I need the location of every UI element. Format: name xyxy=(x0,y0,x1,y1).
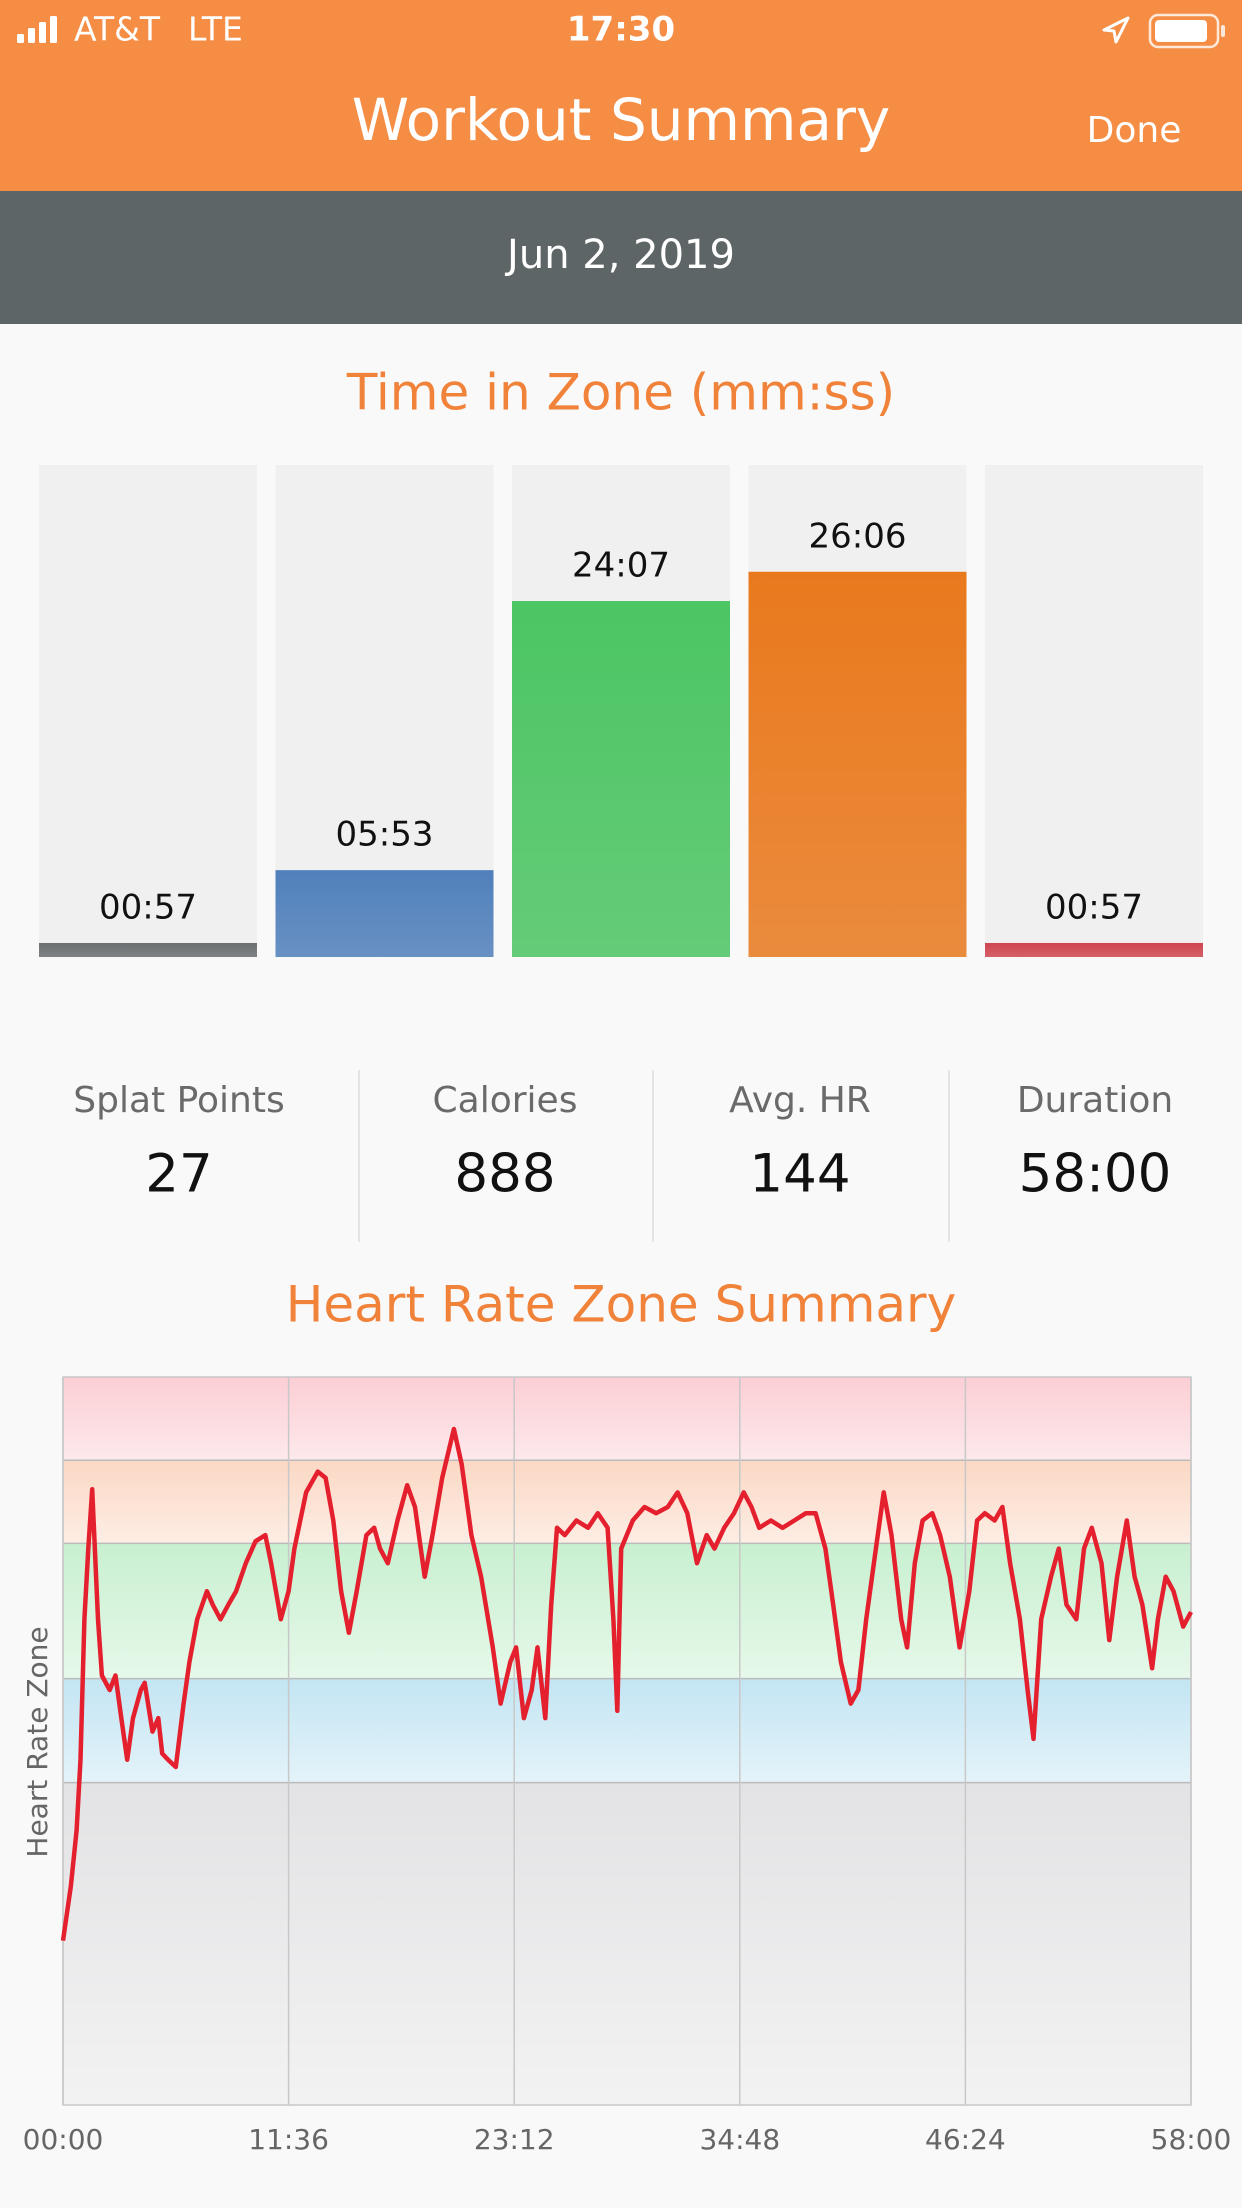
location-icon xyxy=(1102,16,1130,44)
bar-value-label: 26:06 xyxy=(809,516,907,556)
zone-fade xyxy=(63,1543,1191,1679)
stat-value: 27 xyxy=(145,1144,212,1205)
x-tick-label: 46:24 xyxy=(925,2123,1006,2156)
stat-label: Avg. HR xyxy=(729,1080,871,1121)
battery-icon xyxy=(1148,13,1225,49)
bar-value-label: 00:57 xyxy=(99,887,197,927)
plot-frame xyxy=(62,1376,1192,2106)
bar-track xyxy=(985,465,1203,957)
zone-fade xyxy=(63,1782,1191,2105)
stat-value: 144 xyxy=(749,1144,850,1205)
zone-fade xyxy=(63,1678,1191,1783)
x-tick-label: 00:00 xyxy=(23,2123,104,2156)
x-tick-label: 23:12 xyxy=(474,2123,555,2156)
network: LTE xyxy=(188,10,243,49)
bar-value-label: 00:57 xyxy=(1045,887,1143,927)
bar-value-label: 24:07 xyxy=(572,546,670,586)
stat-value: 58:00 xyxy=(1019,1144,1172,1205)
stat-label: Calories xyxy=(433,1080,578,1121)
heart-rate-line xyxy=(60,1426,1193,1942)
clock: 17:30 xyxy=(567,10,675,50)
nav-bar xyxy=(0,0,1242,191)
carrier: AT&T xyxy=(74,10,161,49)
date-bar xyxy=(0,191,1242,324)
hr-chart-title: Heart Rate Zone Summary xyxy=(286,1276,956,1334)
date: Jun 2, 2019 xyxy=(504,232,735,278)
done-button[interactable]: Done xyxy=(1087,110,1182,151)
signal-icon xyxy=(17,16,57,43)
bar-track xyxy=(39,465,257,957)
screen-title: Workout Summary xyxy=(352,86,891,154)
stat-value: 888 xyxy=(454,1144,555,1205)
x-tick-label: 34:48 xyxy=(699,2123,780,2156)
bar xyxy=(275,870,494,957)
bar xyxy=(512,601,730,957)
x-tick-label: 11:36 xyxy=(248,2123,329,2156)
y-axis-label: Heart Rate Zone xyxy=(21,1626,54,1857)
x-tick-label: 58:00 xyxy=(1151,2123,1232,2156)
bar xyxy=(985,942,1203,957)
bar xyxy=(748,571,967,957)
stat-label: Splat Points xyxy=(73,1080,284,1121)
zone-chart-title: Time in Zone (mm:ss) xyxy=(346,364,895,422)
zone-fade xyxy=(63,1377,1191,1461)
bar-value-label: 05:53 xyxy=(336,815,434,855)
stat-label: Duration xyxy=(1017,1080,1173,1121)
bar xyxy=(39,942,257,957)
